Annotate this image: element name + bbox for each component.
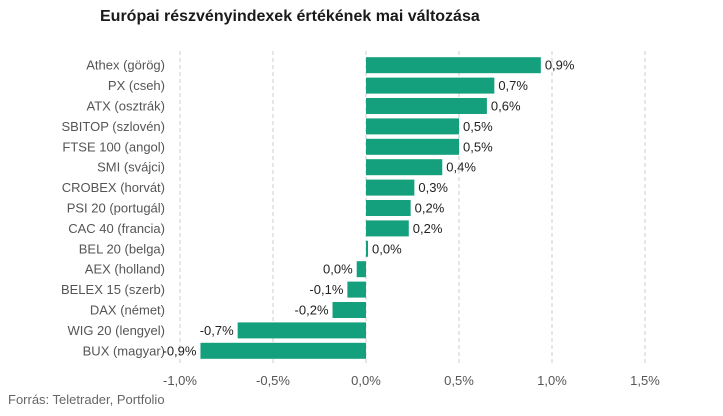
bar [366,138,459,155]
category-label: Athex (görög) [86,58,165,73]
data-label: -0,2% [295,303,329,318]
data-label: 0,0% [323,262,353,277]
data-label: 0,5% [463,139,493,154]
bar [366,98,487,114]
category-label: FTSE 100 (angol) [62,139,165,154]
bar [347,281,366,298]
category-label: WIG 20 (lengyel) [67,323,165,338]
category-label: DAX (német) [90,303,165,318]
source-note: Forrás: Teletrader, Portfolio [8,392,165,407]
data-label: -0,7% [200,323,234,338]
category-label: ATX (osztrák) [87,99,166,114]
data-label: 0,2% [413,221,443,236]
category-label: SMI (svájci) [97,160,165,175]
category-label: BUX (magyar) [83,343,165,358]
data-label: 0,6% [491,99,521,114]
data-label: 0,4% [446,160,476,175]
bar [366,77,495,94]
x-tick-label: 1,0% [537,373,567,388]
bar [366,179,415,196]
data-label: 0,9% [545,58,575,73]
x-tick-label: 0,0% [351,373,381,388]
data-label: 0,7% [498,78,528,93]
x-tick-label: -0,5% [256,373,290,388]
category-label: CROBEX (horvát) [62,180,165,195]
bar [356,261,366,278]
bar [332,302,366,318]
data-label: -0,1% [309,282,343,297]
bar [237,322,366,339]
category-label: PSI 20 (portugál) [67,201,165,216]
bar [200,342,366,359]
bar [366,220,409,237]
x-tick-label: 1,5% [630,373,660,388]
category-label: CAC 40 (francia) [68,221,165,236]
chart-title: Európai részvényindexek értékének mai vá… [100,8,480,25]
bar [366,200,411,216]
bar [366,240,368,257]
category-label: PX (cseh) [108,78,165,93]
data-label: 0,0% [372,241,402,256]
category-label: SBITOP (szlovén) [61,119,165,134]
data-label: 0,5% [463,119,493,134]
data-label: 0,3% [418,180,448,195]
category-label: BELEX 15 (szerb) [61,282,165,297]
category-label: BEL 20 (belga) [79,241,165,256]
bar [366,159,443,176]
x-tick-label: -1,0% [163,373,197,388]
category-label: AEX (holland) [85,262,165,277]
data-label: 0,2% [415,201,445,216]
bar [366,118,459,135]
bar [366,57,541,74]
x-tick-label: 0,5% [444,373,474,388]
data-label: -0,9% [162,343,196,358]
